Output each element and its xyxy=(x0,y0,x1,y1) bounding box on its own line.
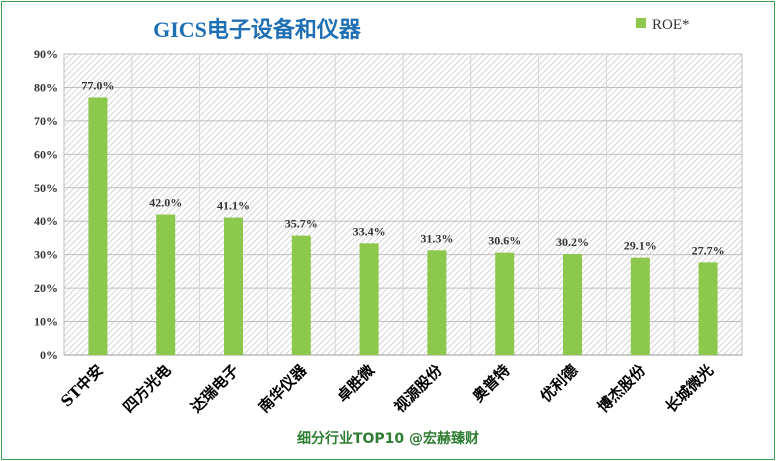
x-category-label: 达瑞电子 xyxy=(187,361,242,416)
y-tick-label: 70% xyxy=(34,114,58,128)
y-tick-label: 10% xyxy=(34,315,58,329)
data-label: 31.3% xyxy=(420,231,453,245)
y-tick-label: 30% xyxy=(34,248,58,262)
y-tick-label: 40% xyxy=(34,214,58,228)
x-category-label: 博杰股份 xyxy=(594,360,650,416)
bar xyxy=(359,243,379,355)
x-axis-categories: ST中安 四方光电 达瑞电子 南华仪器 卓胜微 视源股份 奥普特 优利德 博杰股份 长城微光 xyxy=(57,360,717,416)
y-tick-label: 20% xyxy=(34,281,58,295)
data-label: 33.4% xyxy=(353,224,386,238)
legend-swatch xyxy=(636,18,646,28)
data-label: 41.1% xyxy=(217,199,250,213)
y-tick-label: 90% xyxy=(34,47,58,61)
x-category-label: ST中安 xyxy=(57,361,106,410)
bar xyxy=(698,262,718,355)
bar xyxy=(563,253,582,355)
gridlines xyxy=(64,53,742,356)
bar xyxy=(630,257,650,355)
legend: ROE* xyxy=(636,17,690,33)
legend-label: ROE* xyxy=(652,17,690,33)
data-label: 29.1% xyxy=(624,239,657,253)
x-category-label: 长城微光 xyxy=(662,361,717,416)
data-label: 42.0% xyxy=(149,196,182,210)
chart-title: GICS电子设备和仪器 xyxy=(153,17,362,42)
data-label: 27.7% xyxy=(692,243,725,257)
data-label: 30.2% xyxy=(556,235,589,249)
chart-footer: 细分行业TOP10 @宏赫臻财 xyxy=(297,430,479,447)
x-category-label: 奥普特 xyxy=(469,361,514,406)
data-label: 30.6% xyxy=(488,234,521,248)
bar xyxy=(291,235,311,355)
x-category-label: 视源股份 xyxy=(391,360,447,416)
x-category-label: 南华仪器 xyxy=(255,360,311,416)
y-tick-label: 50% xyxy=(34,181,58,195)
y-axis-ticks: 0% 10% 20% 30% 40% 50% 60% 70% 80% 90% xyxy=(34,47,58,362)
y-tick-label: 60% xyxy=(34,147,58,161)
x-category-label: 四方光电 xyxy=(119,361,174,416)
y-tick-label: 0% xyxy=(40,348,58,362)
bar xyxy=(224,217,243,355)
bar xyxy=(427,250,447,355)
x-category-label: 卓胜微 xyxy=(333,360,378,405)
bar xyxy=(156,214,176,355)
data-label: 77.0% xyxy=(81,78,114,92)
bars xyxy=(88,97,718,355)
data-label: 35.7% xyxy=(285,217,318,231)
y-tick-label: 80% xyxy=(34,80,58,94)
bar xyxy=(88,97,108,355)
data-labels: 77.0% 42.0% 41.1% 35.7% 33.4% 31.3% 30.6% 30.2%… xyxy=(81,78,724,257)
bar xyxy=(495,252,515,355)
x-category-label: 优利德 xyxy=(537,361,582,406)
